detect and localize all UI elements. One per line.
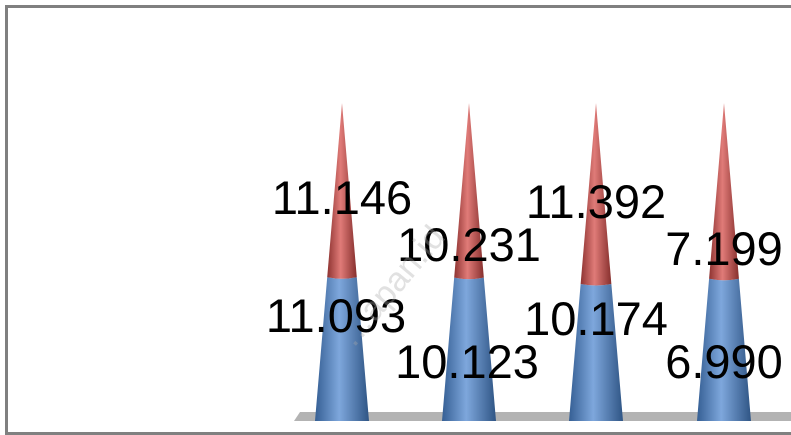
cone-upper-segment (327, 103, 357, 279)
cone-lower-segment (569, 283, 623, 421)
data-label-upper: 10.231 (397, 218, 541, 271)
data-label-upper: 11.392 (526, 175, 666, 228)
cone-upper-segment (454, 103, 484, 280)
data-label-lower: 11.093 (266, 289, 406, 342)
cone-lower-segment (315, 277, 369, 421)
data-label-lower: 6.990 (665, 335, 783, 388)
cone-lower-segment (697, 278, 751, 421)
cone-chart: 11.14610.23111.3927.199911.09310.12310.1… (266, 103, 791, 421)
chart-floor (294, 412, 791, 421)
data-label-lower: 10.174 (524, 292, 668, 345)
data-label-upper: 11.146 (272, 171, 412, 224)
data-label-upper: 7.199 (665, 222, 783, 275)
data-label-lower: 10.123 (395, 335, 539, 388)
cone-upper-segment (580, 103, 612, 286)
cone-upper-segment (709, 103, 739, 281)
cone-lower-segment (442, 277, 496, 421)
